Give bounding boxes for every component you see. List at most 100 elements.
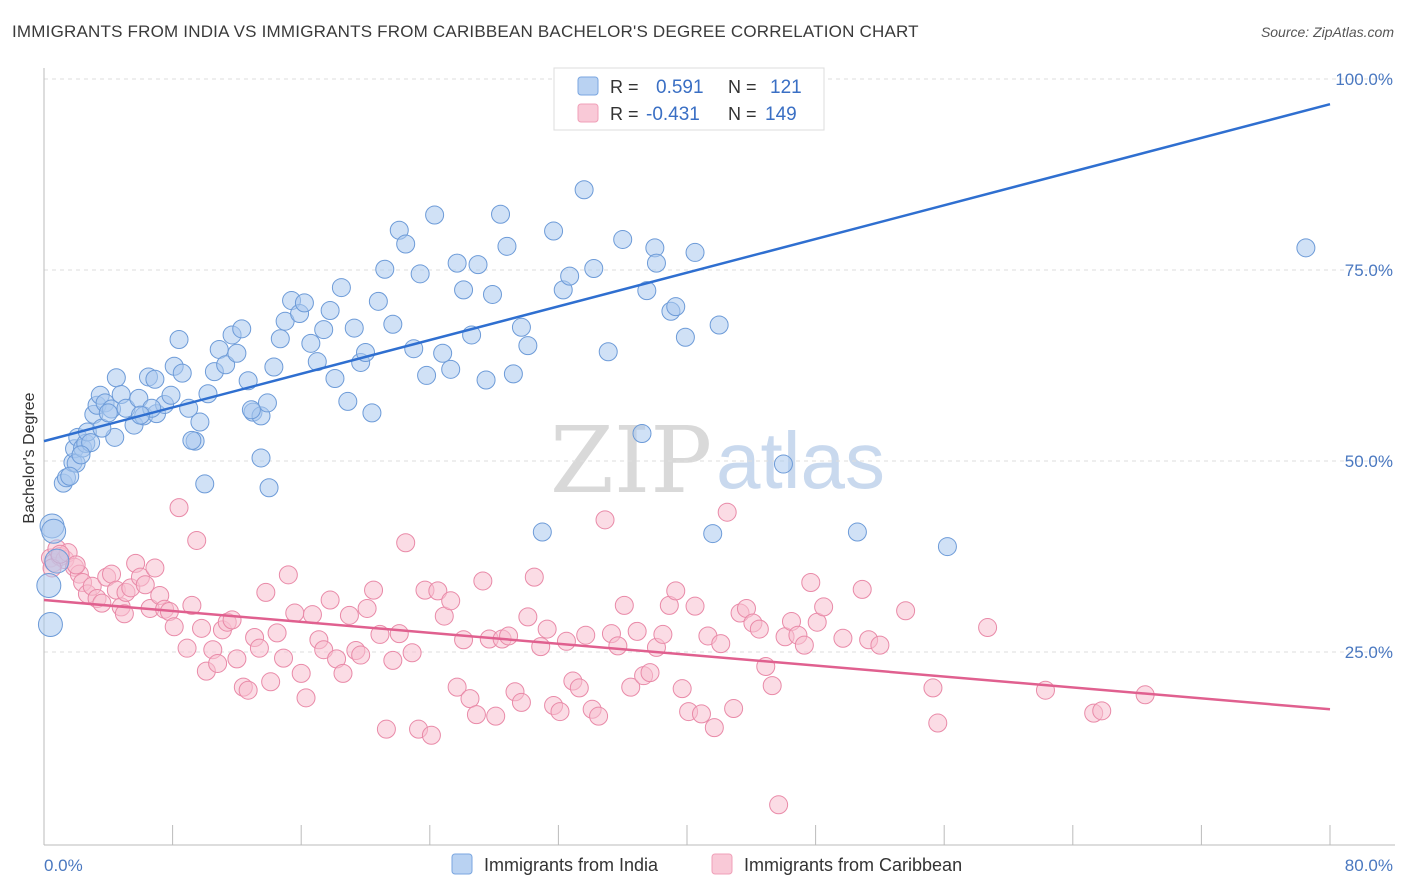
- caribbean-point: [145, 558, 165, 578]
- india-point: [37, 611, 63, 637]
- india-point: [216, 355, 236, 375]
- caribbean-point: [640, 663, 660, 683]
- caribbean-point: [447, 677, 467, 697]
- caribbean-point: [383, 650, 403, 670]
- y-tick-label: 25.0%: [1345, 643, 1393, 662]
- tick-labels: 25.0% 50.0% 75.0% 100.0% 0.0% 80.0%: [44, 70, 1393, 875]
- india-point: [637, 281, 657, 301]
- grid-lines: [44, 78, 1395, 653]
- india-point: [518, 336, 538, 356]
- caribbean-point: [978, 618, 998, 638]
- caribbean-point: [187, 530, 207, 550]
- india-point: [368, 291, 388, 311]
- india-point: [613, 229, 633, 249]
- india-point: [574, 180, 594, 200]
- india-point: [632, 423, 652, 443]
- india-point: [41, 518, 67, 544]
- caribbean-point: [376, 719, 396, 739]
- bottom-legend-caribbean: Immigrants from Caribbean: [744, 855, 962, 875]
- india-point: [232, 319, 252, 339]
- bottom-legend-india: Immigrants from India: [484, 855, 659, 875]
- caribbean-point: [749, 619, 769, 639]
- india-point: [145, 369, 165, 389]
- india-point: [270, 329, 290, 349]
- india-point: [584, 258, 604, 278]
- caribbean-point: [666, 581, 686, 601]
- legend-n-label-india: N =: [728, 77, 757, 97]
- india-point: [169, 330, 189, 350]
- caribbean-point: [717, 502, 737, 522]
- india-point: [98, 403, 118, 423]
- source-label: Source: ZipAtlas.com: [1260, 24, 1394, 40]
- caribbean-point: [614, 595, 634, 615]
- india-point: [847, 522, 867, 542]
- india-point: [773, 454, 793, 474]
- y-tick-label: 100.0%: [1335, 70, 1393, 89]
- caribbean-point: [274, 648, 294, 668]
- legend-r-value-india: 0.591: [656, 77, 704, 98]
- caribbean-point: [164, 617, 184, 637]
- india-point: [375, 259, 395, 279]
- india-point: [314, 320, 334, 340]
- india-point: [161, 385, 181, 405]
- caribbean-point: [421, 725, 441, 745]
- caribbean-point: [928, 713, 948, 733]
- india-point: [666, 297, 686, 317]
- caribbean-point: [339, 605, 359, 625]
- series-legend: Immigrants from India Immigrants from Ca…: [451, 853, 962, 875]
- legend-swatch-india: [577, 76, 599, 96]
- india-point: [511, 317, 531, 337]
- india-point: [106, 368, 126, 388]
- caribbean-point: [518, 607, 538, 627]
- caribbean-point: [402, 643, 422, 663]
- india-point: [703, 524, 723, 544]
- caribbean-point: [769, 795, 789, 815]
- india-point: [60, 466, 80, 486]
- india-point: [447, 253, 467, 273]
- india-point: [532, 522, 552, 542]
- caribbean-point: [333, 663, 353, 683]
- india-point: [182, 430, 202, 450]
- y-axis-label: Bachelor's Degree: [21, 392, 38, 523]
- caribbean-point: [192, 618, 212, 638]
- stats-legend: R = 0.591 N = 121 R = -0.431 N = 149: [553, 67, 825, 131]
- caribbean-point: [550, 702, 570, 722]
- india-point: [195, 474, 215, 494]
- caribbean-point: [801, 572, 821, 592]
- caribbean-point: [66, 555, 86, 575]
- caribbean-point: [208, 653, 228, 673]
- caribbean-point: [524, 567, 544, 587]
- india-point: [433, 343, 453, 363]
- caribbean-point: [92, 593, 112, 613]
- caribbean-point: [794, 635, 814, 655]
- caribbean-point: [441, 591, 461, 611]
- caribbean-point: [870, 635, 890, 655]
- bottom-legend-swatch-caribbean: [711, 853, 733, 875]
- legend-r-value-caribbean: -0.431: [646, 104, 700, 125]
- india-point: [476, 370, 496, 390]
- legend-n-value-india: 121: [770, 77, 802, 98]
- caribbean-point: [627, 621, 647, 641]
- india-point: [301, 333, 321, 353]
- caribbean-point: [814, 597, 834, 617]
- caribbean-point: [351, 645, 371, 665]
- india-trend-line: [43, 103, 1331, 443]
- india-point: [344, 318, 364, 338]
- caribbean-point: [364, 580, 384, 600]
- legend-n-value-caribbean: 149: [765, 104, 797, 125]
- india-point: [454, 280, 474, 300]
- caribbean-point: [222, 610, 242, 630]
- caribbean-point: [923, 678, 943, 698]
- india-point: [646, 253, 666, 273]
- caribbean-point: [608, 636, 628, 656]
- trend-lines: [43, 103, 1331, 711]
- caribbean-point: [762, 676, 782, 696]
- india-point: [503, 364, 523, 384]
- caribbean-point: [531, 637, 551, 657]
- caribbean-point: [389, 624, 409, 644]
- india-point: [598, 342, 618, 362]
- india-points: [36, 180, 1316, 637]
- india-point: [241, 400, 261, 420]
- india-point: [441, 359, 461, 379]
- caribbean-point: [396, 533, 416, 553]
